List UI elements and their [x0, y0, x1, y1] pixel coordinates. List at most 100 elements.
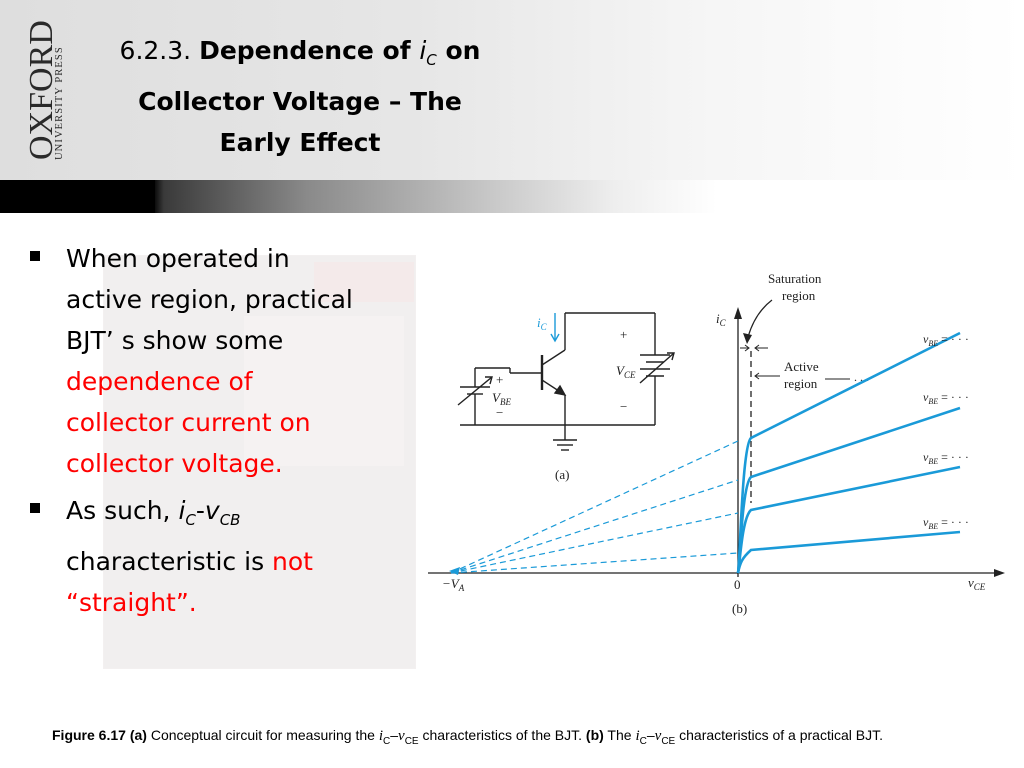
caption-text3: The — [603, 727, 636, 743]
caption-var2b: v — [654, 728, 662, 744]
title-var-sub: C — [426, 51, 437, 69]
x-axis-arrowhead — [994, 569, 1005, 577]
bullet-2-var2: v — [204, 496, 220, 525]
logo-text: OXFORD — [23, 20, 60, 160]
vbe-arrowhead — [485, 376, 493, 385]
bullet-marker — [30, 503, 40, 513]
sat-marker-arrow — [744, 344, 750, 352]
vce-variable-arrow — [639, 352, 675, 384]
active-pointer-arrow — [754, 372, 760, 380]
bullet-2-line2: characteristic is — [66, 547, 273, 576]
circuit-diagram — [457, 312, 675, 451]
bullet-2-red2: “straight”. — [66, 588, 197, 617]
title-var: i — [419, 36, 427, 65]
panel-a-label: (a) — [555, 467, 569, 482]
vce-minus: − — [620, 399, 627, 414]
caption-text1: Conceptual circuit for measuring the — [146, 727, 379, 743]
caption-var1-sub: C — [383, 735, 391, 747]
vbe-label: VBE — [492, 390, 511, 407]
vce-plus: + — [620, 327, 627, 342]
caption-dash: – — [390, 727, 399, 743]
bullet-2-prefix: As such, — [66, 496, 179, 525]
extrapolation-line — [450, 512, 739, 574]
vbe-curve-label: vBE = · · · — [923, 390, 969, 406]
va-label: −VA — [442, 576, 465, 593]
saturation-callout — [747, 299, 773, 338]
caption-var2-sub: CE — [404, 735, 419, 747]
bullet-2-var1-sub: C — [185, 511, 196, 529]
bullet-2-red1: not — [272, 547, 313, 576]
extrapolation-line — [450, 479, 739, 574]
title-number: 6.2.3. — [119, 36, 192, 65]
title-line2: Collector Voltage – The — [138, 87, 462, 116]
caption-text4: characteristics of a practical BJT. — [675, 727, 883, 743]
ic-arrowhead — [550, 333, 560, 343]
bjt-figure: iC + − VCE + − VBE (a) . . . −VA 0 v — [428, 271, 1005, 616]
caption-dash-b: – — [646, 727, 655, 743]
vbe-curve-label: vBE = · · · — [923, 332, 969, 348]
origin-label: 0 — [734, 577, 741, 592]
caption-var1b-sub: C — [639, 735, 647, 747]
slide-title: 6.2.3. Dependence of iC on Collector Vol… — [100, 30, 500, 163]
bullet-list: When operated in active region, practica… — [30, 238, 400, 629]
bullet-1-line1: When operated in — [66, 244, 290, 273]
figure-caption: Figure 6.17 (a) Conceptual circuit for m… — [52, 727, 1012, 747]
vbe-curve-label: vBE = · · · — [923, 515, 969, 531]
panel-b-label: (b) — [732, 601, 747, 616]
title-suffix: on — [436, 36, 481, 65]
caption-text2: characteristics of the BJT. — [418, 727, 586, 743]
bullet-1-line3: BJT’ s show some — [66, 326, 284, 355]
bullet-1-red-line1: dependence of — [66, 367, 253, 396]
caption-var2b-sub: CE — [661, 735, 676, 747]
bullet-1-red-line3: collector voltage. — [66, 449, 283, 478]
transistor-collector-leg — [541, 349, 566, 366]
y-axis-arrowhead — [734, 307, 742, 319]
oxford-logo: OXFORD UNIVERSITY PRESS — [23, 20, 64, 160]
emitter-arrow — [553, 384, 567, 396]
bullet-2-dash: - — [195, 496, 205, 525]
caption-part-a: (a) — [129, 727, 147, 743]
saturation-callout-arrow — [743, 333, 752, 344]
extrapolation-line — [450, 552, 739, 574]
title-line3: Early Effect — [219, 128, 381, 157]
bullet-2-var1: i — [178, 496, 186, 525]
book-cover-background — [103, 255, 416, 669]
vce-label: VCE — [616, 363, 636, 380]
circuit-labels: iC + − VCE + − VBE (a) — [492, 315, 636, 482]
bullet-item-2: As such, iC-vCB characteristic is not “s… — [30, 490, 400, 623]
vbe-curve-labels: vBE = · · · vBE = · · · vBE = · · · vBE = ·… — [923, 332, 969, 531]
vbe-plus: + — [496, 372, 503, 387]
vbe-variable-arrow — [457, 376, 493, 406]
title-prefix: Dependence of — [199, 36, 420, 65]
va-marker — [449, 567, 460, 575]
saturation-label-2: region — [782, 288, 816, 303]
bullet-1-red-line2: collector current on — [66, 408, 311, 437]
vce-arrowhead — [667, 352, 675, 361]
slide-header: OXFORD UNIVERSITY PRESS 6.2.3. Dependenc… — [0, 0, 1024, 180]
extrapolation-line — [450, 440, 739, 574]
header-band-black — [0, 180, 155, 213]
ic-label: iC — [537, 315, 548, 332]
active-label-2: region — [784, 376, 818, 391]
active-label-1: Active — [784, 359, 819, 374]
bullet-marker — [30, 251, 40, 261]
ic-vce-graph: . . . −VA 0 vCE iC Saturation region Act… — [428, 271, 1005, 616]
caption-var2: v — [398, 728, 405, 744]
sat-marker-arrow — [754, 344, 760, 352]
caption-var1b: i — [635, 728, 640, 744]
x-axis-label: vCE — [968, 575, 986, 592]
bullet-1-line2: active region, practical — [66, 285, 353, 314]
saturation-label-1: Saturation — [768, 271, 822, 286]
bullet-item-1: When operated in active region, practica… — [30, 238, 400, 484]
bullet-2-var2-sub: CB — [219, 511, 241, 529]
vbe-curve-label: vBE = · · · — [923, 450, 969, 466]
ic-curve — [736, 530, 961, 574]
caption-fig-label: Figure 6.17 — [52, 727, 126, 743]
vbe-minus: − — [496, 405, 503, 420]
header-band — [0, 180, 1024, 213]
logo-subtext: UNIVERSITY PRESS — [54, 46, 64, 160]
caption-var1: i — [378, 728, 383, 744]
y-axis-label: iC — [716, 311, 727, 328]
characteristic-curves — [450, 331, 961, 574]
caption-part-b: (b) — [585, 727, 604, 743]
